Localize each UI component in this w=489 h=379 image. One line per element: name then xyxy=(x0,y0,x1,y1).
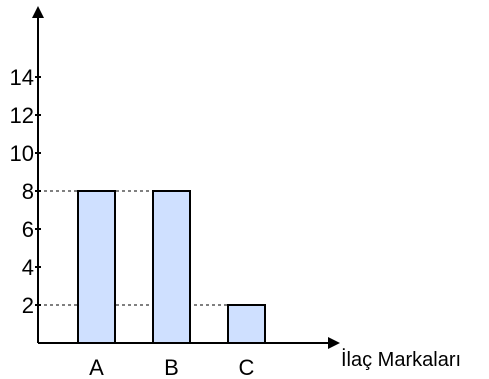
reference-lines xyxy=(38,190,265,306)
y-tick-label-2: 2 xyxy=(22,293,34,318)
bars xyxy=(77,190,266,344)
x-category-label-b: B xyxy=(164,355,179,379)
bar-a xyxy=(77,190,116,344)
x-category-label-c: C xyxy=(239,355,255,379)
y-tick-label-4: 4 xyxy=(22,255,34,280)
y-tick-label-12: 12 xyxy=(10,103,34,128)
x-axis-title: İlaç Markaları xyxy=(341,348,461,371)
x-category-label-a: A xyxy=(89,355,104,379)
axes xyxy=(32,6,340,349)
y-tick-label-8: 8 xyxy=(22,179,34,204)
bar-b xyxy=(152,190,191,344)
x-category-labels: A B C xyxy=(89,355,254,379)
y-tick-label-10: 10 xyxy=(10,141,34,166)
y-ticks: 2 4 6 8 10 12 14 xyxy=(10,65,41,318)
bar-c xyxy=(227,304,266,344)
y-tick-label-6: 6 xyxy=(22,217,34,242)
y-tick-label-14: 14 xyxy=(10,65,34,90)
